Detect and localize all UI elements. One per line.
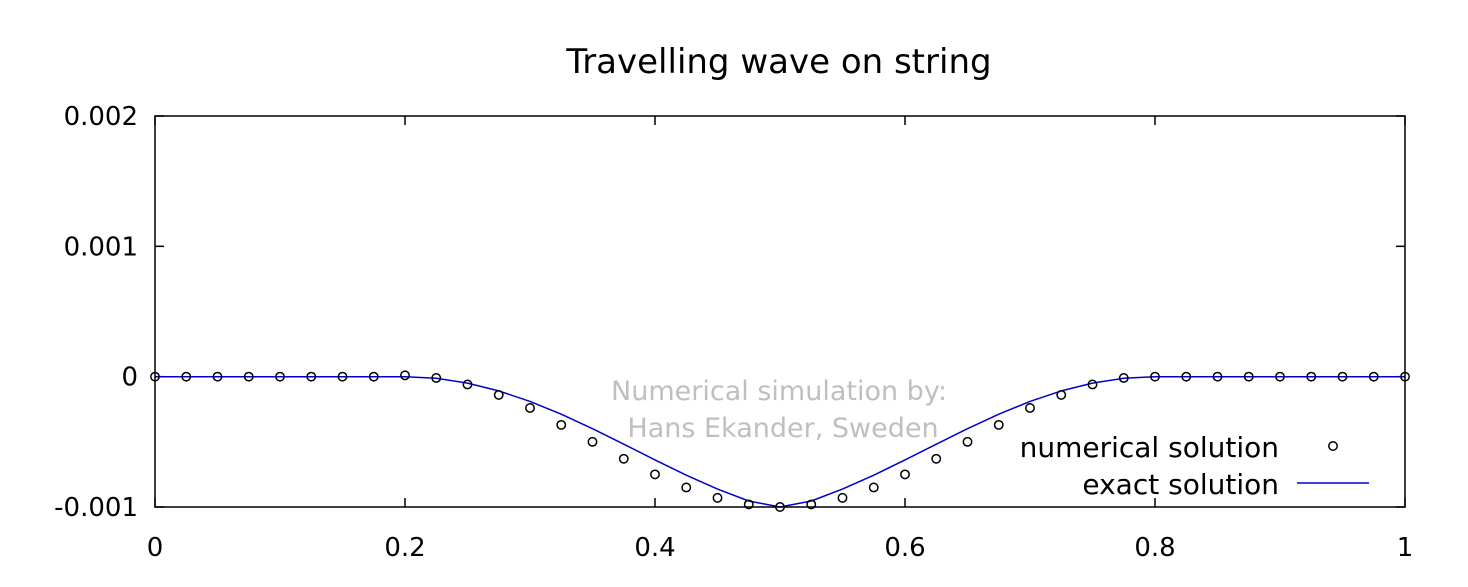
numerical-point: [181, 371, 192, 382]
numerical-point: [493, 389, 504, 400]
numerical-point: [587, 436, 598, 447]
numerical-point: [962, 436, 973, 447]
numerical-point: [1275, 371, 1285, 382]
numerical-point: [1212, 371, 1223, 382]
legend-label-numerical: numerical solution: [1020, 431, 1279, 464]
numerical-point: [556, 419, 567, 430]
numerical-point: [243, 371, 254, 382]
numerical-point: [1243, 371, 1254, 382]
numerical-point: [618, 453, 629, 464]
numerical-point: [1306, 371, 1317, 382]
numerical-point: [712, 492, 723, 503]
numerical-point: [1337, 371, 1348, 382]
numerical-point: [368, 371, 379, 382]
legend-marker-numerical: [1328, 441, 1338, 451]
numerical-point: [275, 371, 285, 382]
y-tick-labels: 0.002 0.001 0 -0.001: [54, 102, 138, 523]
y-tick-label: 0.001: [64, 232, 138, 262]
watermark-annotation: Numerical simulation by: Hans Ekander, S…: [611, 376, 947, 444]
numerical-point: [993, 419, 1004, 430]
x-tick-label: 0.6: [884, 533, 925, 563]
numerical-point: [1025, 402, 1035, 413]
numerical-point: [1150, 371, 1160, 382]
x-tick-label: 0.2: [384, 533, 425, 563]
numerical-point: [431, 373, 442, 383]
numerical-point: [337, 371, 348, 382]
numerical-point: [650, 469, 660, 480]
numerical-point: [868, 482, 879, 493]
numerical-point: [1368, 371, 1379, 382]
chart-title: Travelling wave on string: [565, 42, 991, 82]
numerical-point: [525, 402, 535, 413]
x-tick-label: 0.4: [634, 533, 675, 563]
watermark-line-1: Numerical simulation by:: [611, 376, 947, 407]
watermark-line-2: Hans Ekander, Sweden: [627, 413, 938, 444]
numerical-point: [1087, 379, 1098, 390]
numerical-point: [837, 492, 848, 503]
plot-border: [154, 115, 1406, 508]
numerical-point: [1181, 371, 1192, 382]
x-tick-label: 0: [147, 533, 164, 563]
legend-label-exact: exact solution: [1082, 468, 1279, 501]
numerical-point: [462, 379, 473, 390]
numerical-point: [400, 370, 410, 381]
x-tick-labels: 0 0.2 0.4 0.6 0.8 1: [147, 533, 1414, 563]
numerical-point: [212, 371, 223, 382]
y-tick-label: -0.001: [54, 493, 138, 523]
numerical-point: [806, 499, 817, 510]
x-tick-label: 1: [1397, 533, 1414, 563]
numerical-point: [1118, 373, 1129, 383]
numerical-point: [306, 371, 317, 382]
numerical-point: [1056, 389, 1067, 400]
x-tick-label: 0.8: [1134, 533, 1175, 563]
numerical-point: [681, 482, 692, 493]
y-tick-label: 0: [121, 363, 138, 393]
legend: numerical solution exact solution: [1020, 431, 1369, 501]
numerical-point: [900, 469, 910, 480]
y-tick-label: 0.002: [64, 102, 138, 132]
numerical-point: [743, 499, 754, 510]
numerical-point: [931, 453, 942, 464]
